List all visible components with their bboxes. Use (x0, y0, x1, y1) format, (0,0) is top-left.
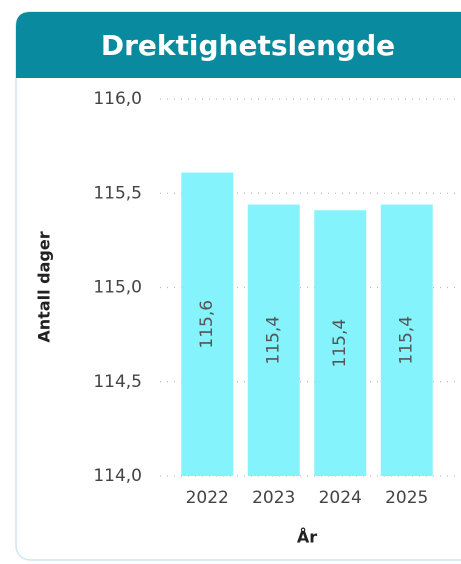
y-tick-label: 114,5 (93, 372, 142, 392)
value-label: 115,4 (264, 316, 284, 365)
y-tick-label: 116,0 (93, 89, 142, 109)
x-tick-label: 2023 (252, 488, 295, 508)
y-tick-label: 115,5 (93, 183, 142, 203)
y-tick-label: 115,0 (93, 278, 142, 298)
x-tick-label: 2024 (319, 488, 362, 508)
header (16, 12, 461, 78)
bar (380, 204, 433, 476)
x-axis-label: År (297, 528, 317, 547)
chart-title: Drektighetslengde (101, 29, 395, 62)
y-tick-label: 114,0 (93, 466, 142, 486)
bar (314, 210, 367, 476)
bar (181, 172, 234, 476)
x-tick-label: 2022 (186, 488, 229, 508)
bar (247, 204, 300, 476)
value-label: 115,4 (330, 319, 350, 368)
x-tick-label: 2025 (385, 488, 428, 508)
value-label: 115,6 (197, 300, 217, 349)
y-axis-label: Antall dager (35, 231, 54, 342)
value-label: 115,4 (397, 316, 417, 365)
